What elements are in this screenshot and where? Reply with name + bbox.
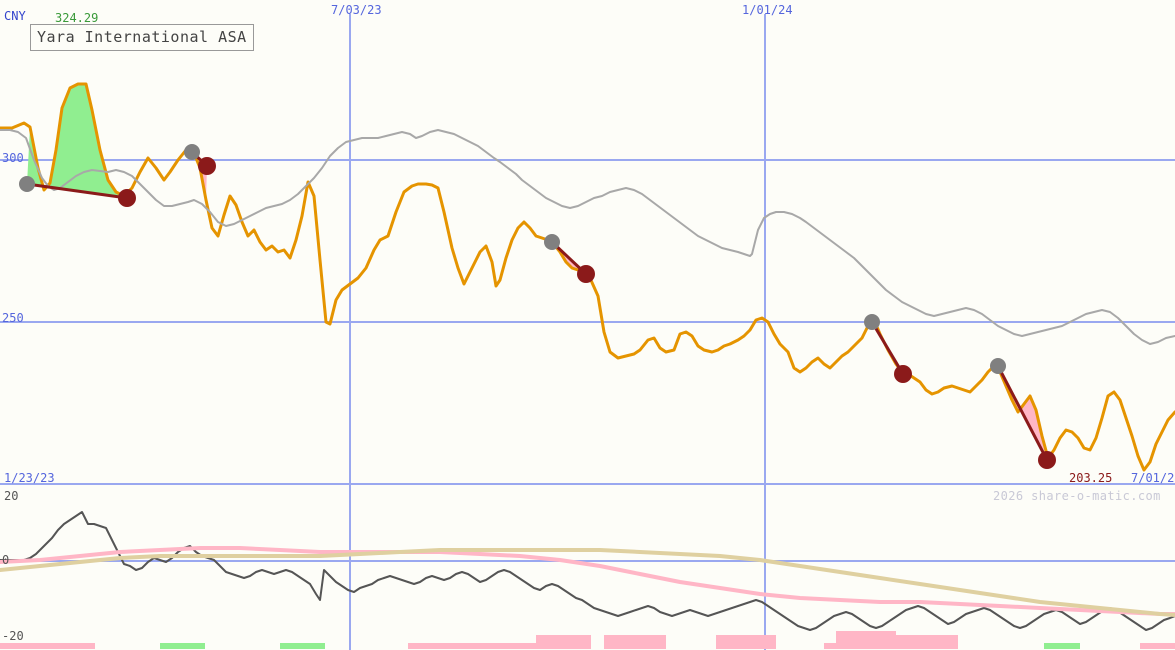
histogram-bar (408, 643, 536, 649)
histogram-bar (1140, 643, 1175, 649)
histogram-bar (604, 635, 666, 649)
exit-price-annotation: 203.25 (1069, 471, 1113, 485)
series-secondary (0, 129, 1175, 345)
trade-entry-marker (544, 234, 560, 250)
trade-pnl-fill-profit (27, 84, 127, 198)
histogram-bar (836, 631, 896, 649)
watermark: 2026 share-o-matic.com (993, 489, 1161, 503)
trade-exit-marker (198, 157, 216, 175)
trade-exit-marker (118, 189, 136, 207)
trade-line (996, 365, 1049, 461)
x-axis-tick-start: 1/23/23 (4, 471, 55, 485)
trade-markers (19, 144, 1056, 469)
trade-exit-marker (577, 265, 595, 283)
trade-line (870, 321, 905, 375)
indicator-signal-tan (0, 548, 1175, 617)
trade-exit-marker (894, 365, 912, 383)
indicator-oscillator (0, 511, 1175, 631)
histogram-bar (536, 635, 591, 649)
histogram-bar (0, 643, 95, 649)
histogram-bar (280, 643, 325, 649)
gridlines (0, 14, 1175, 650)
trade-entry-marker (184, 144, 200, 160)
indicator-tick-20: 20 (4, 489, 19, 503)
trade-pnl-fills (27, 84, 1047, 460)
histogram-bar (824, 643, 836, 649)
x-axis-tick-mid1: 7/03/23 (331, 3, 382, 17)
trade-entry-marker (19, 176, 35, 192)
currency-label: CNY (4, 9, 26, 23)
trade-exit-marker (1038, 451, 1056, 469)
y-axis-tick-250: 250 (2, 311, 24, 325)
trade-entry-marker (864, 314, 880, 330)
last-value-label: 324.29 (55, 11, 99, 25)
x-axis-tick-end: 7/01/24 (1131, 471, 1175, 485)
histogram-bar (1044, 643, 1080, 649)
indicator-tick-minus20: -20 (2, 629, 24, 643)
histogram-bar (716, 635, 776, 649)
y-axis-tick-300: 300 (2, 151, 24, 165)
indicator-histogram (0, 631, 1175, 649)
indicator-signal-pink (0, 546, 1175, 616)
histogram-bar (160, 643, 205, 649)
trade-entry-marker (990, 358, 1006, 374)
x-axis-tick-mid2: 1/01/24 (742, 3, 793, 17)
histogram-bar (896, 635, 958, 649)
indicator-series (0, 511, 1175, 631)
indicator-tick-0: 0 (2, 553, 10, 567)
page-title: Yara International ASA (30, 24, 254, 51)
trade-line (26, 182, 128, 200)
